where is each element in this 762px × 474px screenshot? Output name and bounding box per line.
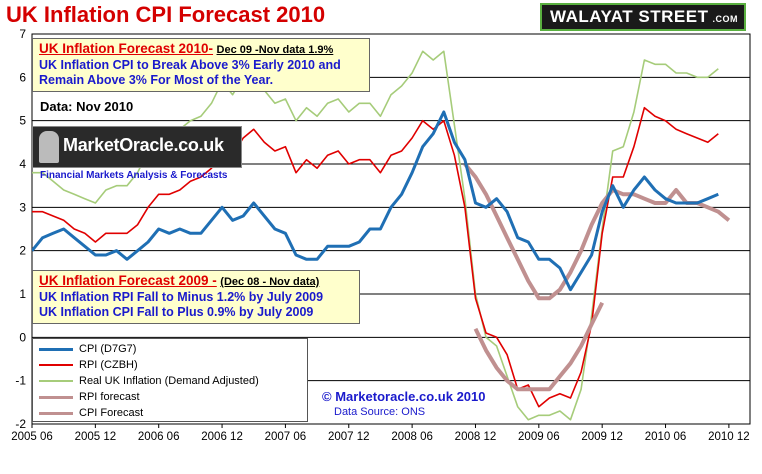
chart-title: UK Inflation CPI Forecast 2010 (6, 2, 326, 27)
forecast-2009-line2: UK Inflation CPI Fall to Plus 0.9% by Ju… (39, 305, 314, 319)
y-tick-label: -1 (15, 374, 26, 388)
legend-label: RPI forecast (79, 391, 140, 403)
statue-icon (39, 131, 59, 163)
forecast-2009-heading: UK Inflation Forecast 2009 - (39, 273, 217, 288)
marketoracle-logo: MarketOracle.co.uk (32, 126, 242, 168)
legend-label: RPI (CZBH) (79, 359, 138, 371)
legend-swatch (39, 364, 73, 367)
x-tick-label: 2010 06 (645, 431, 687, 443)
legend-swatch (39, 347, 73, 351)
legend-swatch (39, 380, 73, 383)
series-line-rpi-czbh (32, 106, 719, 408)
x-tick-label: 2010 12 (708, 431, 750, 443)
legend-entry: RPI (CZBH) (39, 358, 138, 372)
brand-logo: WALAYAT STREET .COM (540, 3, 746, 31)
brand-suffix: .COM (712, 14, 738, 24)
legend-label: Real UK Inflation (Demand Adjusted) (79, 375, 259, 387)
forecast-2009-box: UK Inflation Forecast 2009 - (Dec 08 - N… (32, 270, 360, 324)
y-tick-label: 3 (19, 200, 26, 214)
series-line-cpi-d7g7 (32, 110, 719, 292)
x-tick-label: 2006 06 (138, 431, 180, 443)
forecast-2009-line1: UK Inflation RPI Fall to Minus 1.2% by J… (39, 290, 324, 304)
x-tick-label: 2008 06 (391, 431, 433, 443)
y-tick-label: 6 (19, 70, 26, 84)
marketoracle-logo-text: MarketOracle.co.uk (63, 135, 224, 155)
x-tick-label: 2007 12 (328, 431, 370, 443)
legend-entry: Real UK Inflation (Demand Adjusted) (39, 374, 259, 388)
data-date-label: Data: Nov 2010 (40, 99, 134, 114)
x-tick-label: 2005 12 (75, 431, 117, 443)
forecast-2010-line1: UK Inflation CPI to Break Above 3% Early… (39, 58, 341, 72)
y-tick-label: 0 (19, 330, 26, 344)
x-tick-label: 2006 12 (201, 431, 243, 443)
brand-name: WALAYAT STREET (550, 7, 709, 26)
data-source-note: Data Source: ONS (334, 406, 426, 418)
forecast-2010-line2: Remain Above 3% For Most of the Year. (39, 73, 274, 87)
marketoracle-tagline: Financial Markets Analysis & Forecasts (40, 170, 228, 181)
legend-label: CPI (D7G7) (79, 343, 137, 355)
x-tick-label: 2005 06 (11, 431, 53, 443)
series-line-cpi-forecast (463, 162, 731, 301)
x-tick-label: 2008 12 (455, 431, 497, 443)
forecast-2010-box: UK Inflation Forecast 2010- Dec 09 -Nov … (32, 38, 370, 92)
copyright-note: © Marketoracle.co.uk 2010 (322, 389, 486, 404)
forecast-2010-heading: UK Inflation Forecast 2010- (39, 41, 214, 56)
x-tick-label: 2007 06 (265, 431, 307, 443)
legend-swatch (39, 411, 73, 415)
y-tick-label: 2 (19, 244, 26, 258)
y-tick-label: 5 (19, 114, 26, 128)
legend-entry: CPI Forecast (39, 406, 143, 420)
legend-entry: CPI (D7G7) (39, 342, 136, 356)
y-tick-label: 1 (19, 287, 26, 301)
y-tick-label: 7 (19, 27, 26, 41)
y-tick-label: 4 (19, 157, 26, 171)
chart-legend: CPI (D7G7) RPI (CZBH) Real UK Inflation (D… (32, 338, 308, 422)
legend-entry: RPI forecast (39, 390, 140, 404)
x-tick-label: 2009 06 (518, 431, 560, 443)
legend-swatch (39, 395, 73, 399)
x-tick-label: 2009 12 (581, 431, 623, 443)
series-line-rpi-forecast (473, 301, 604, 392)
forecast-2009-subheading: (Dec 08 - Nov data) (220, 276, 320, 288)
y-tick-label: -2 (15, 417, 26, 431)
legend-label: CPI Forecast (79, 407, 144, 419)
forecast-2010-subheading: Dec 09 -Nov data 1.9% (216, 44, 334, 56)
